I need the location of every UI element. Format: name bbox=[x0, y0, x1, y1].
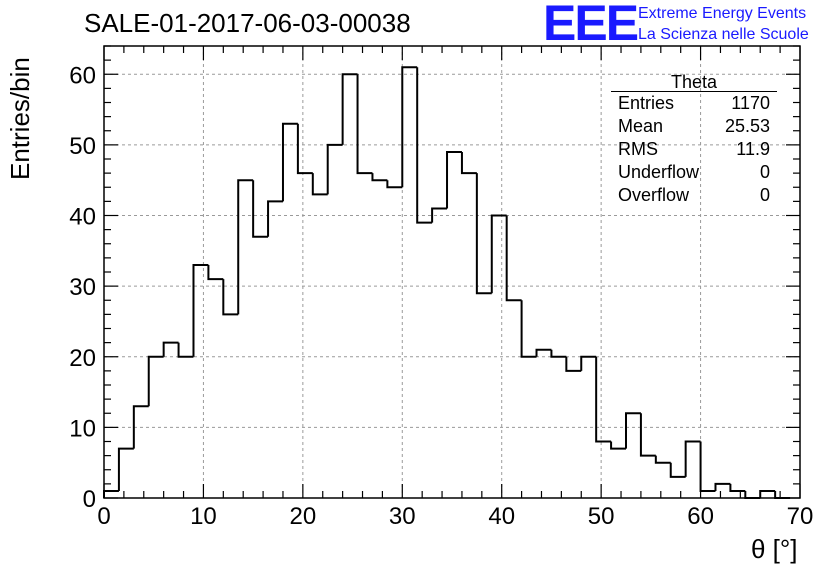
stats-box: Theta Entries 1170 Mean 25.53 RMS 11.9 U… bbox=[611, 73, 777, 207]
stats-label: Entries bbox=[618, 93, 675, 113]
histogram-bin bbox=[117, 447, 134, 491]
stats-row-overflow: Overflow 0 bbox=[611, 184, 777, 207]
histogram-bin bbox=[311, 173, 328, 196]
y-tick-label: 20 bbox=[69, 345, 96, 372]
histogram-bin bbox=[103, 489, 119, 498]
histogram-bin bbox=[475, 173, 492, 295]
histogram-bin bbox=[580, 355, 597, 371]
stats-label: Mean bbox=[618, 116, 664, 136]
stats-value: 1170 bbox=[731, 93, 770, 113]
x-tick-label: 30 bbox=[389, 503, 416, 530]
y-tick-label: 40 bbox=[69, 204, 96, 231]
histogram-bin bbox=[207, 264, 224, 281]
histogram-bin bbox=[177, 342, 194, 358]
histogram-bin bbox=[595, 356, 612, 443]
histogram-bin bbox=[281, 122, 298, 202]
stats-title: Theta bbox=[611, 73, 777, 92]
histogram-bin bbox=[729, 483, 746, 492]
y-tick-label: 10 bbox=[69, 415, 96, 442]
stats-value: 0 bbox=[759, 162, 770, 182]
histogram-bin bbox=[252, 180, 269, 238]
y-tick-label: 50 bbox=[69, 133, 96, 160]
histogram-bin bbox=[237, 179, 254, 315]
histogram-bin bbox=[386, 180, 403, 189]
x-tick-label: 10 bbox=[190, 503, 217, 530]
histogram-bin bbox=[654, 455, 671, 464]
histogram-bin bbox=[550, 349, 567, 358]
y-tick-label: 0 bbox=[83, 486, 96, 513]
x-tick-label: 40 bbox=[488, 503, 515, 530]
histogram-bin bbox=[505, 215, 522, 302]
stats-row-mean: Mean 25.53 bbox=[611, 115, 777, 138]
histogram-bin bbox=[610, 441, 626, 450]
stats-label: Overflow bbox=[618, 185, 690, 205]
logo-caption: Extreme Energy Events La Scienza nelle S… bbox=[638, 3, 809, 45]
eee-logo: EEE bbox=[543, 0, 639, 51]
histogram-bin bbox=[296, 123, 313, 175]
histogram-bin bbox=[132, 405, 149, 449]
histogram-bin bbox=[699, 441, 716, 492]
stats-value: 0 bbox=[759, 185, 770, 205]
histogram-bin bbox=[625, 412, 641, 449]
histogram-bin bbox=[759, 489, 776, 498]
histogram-bin bbox=[326, 143, 343, 195]
stats-row-rms: RMS 11.9 bbox=[611, 138, 777, 161]
histogram-bin bbox=[684, 440, 701, 477]
histogram-bin bbox=[446, 150, 462, 209]
y-tick-label: 30 bbox=[69, 274, 96, 301]
y-axis-label: Entries/bin bbox=[5, 57, 35, 180]
logo-caption-line1: Extreme Energy Events bbox=[638, 5, 807, 22]
histogram-bin bbox=[565, 356, 582, 372]
histogram-bin bbox=[774, 490, 791, 499]
y-tick-label: 60 bbox=[69, 62, 96, 89]
histogram-bin bbox=[520, 300, 537, 358]
histogram-bin bbox=[744, 490, 761, 499]
histogram-bin bbox=[192, 263, 209, 357]
histogram-bin bbox=[669, 462, 686, 478]
x-tick-label: 20 bbox=[290, 503, 317, 530]
histogram-bin bbox=[639, 413, 656, 457]
histogram-bin bbox=[535, 348, 552, 357]
histogram-bin bbox=[371, 173, 388, 182]
histogram-bin bbox=[267, 200, 283, 237]
histogram-bin bbox=[222, 279, 239, 316]
stats-row-underflow: Underflow 0 bbox=[611, 161, 777, 184]
stats-value: 25.53 bbox=[724, 116, 770, 136]
x-tick-label: 0 bbox=[97, 503, 110, 530]
histogram-bin bbox=[714, 482, 731, 491]
stats-label: Underflow bbox=[618, 162, 700, 182]
histogram-bin bbox=[162, 341, 179, 357]
x-axis-label: θ [°] bbox=[751, 534, 798, 564]
histogram-bin bbox=[490, 214, 507, 294]
histogram-bin bbox=[416, 67, 433, 224]
stats-row-entries: Entries 1170 bbox=[611, 92, 777, 115]
x-tick-label: 50 bbox=[588, 503, 615, 530]
histogram-bin bbox=[401, 66, 418, 188]
run-title: SALE-01-2017-06-03-00038 bbox=[84, 8, 411, 38]
histogram-bin bbox=[460, 151, 477, 175]
x-tick-label: 70 bbox=[787, 503, 814, 530]
x-tick-label: 60 bbox=[687, 503, 714, 530]
histogram-bin bbox=[356, 74, 373, 175]
histogram-bin bbox=[147, 355, 164, 407]
logo-caption-line2: La Scienza nelle Scuole bbox=[638, 26, 809, 43]
histogram-bin bbox=[431, 207, 448, 223]
stats-value: 11.9 bbox=[736, 139, 770, 159]
histogram-bin bbox=[341, 73, 358, 145]
stats-label: RMS bbox=[618, 139, 658, 159]
